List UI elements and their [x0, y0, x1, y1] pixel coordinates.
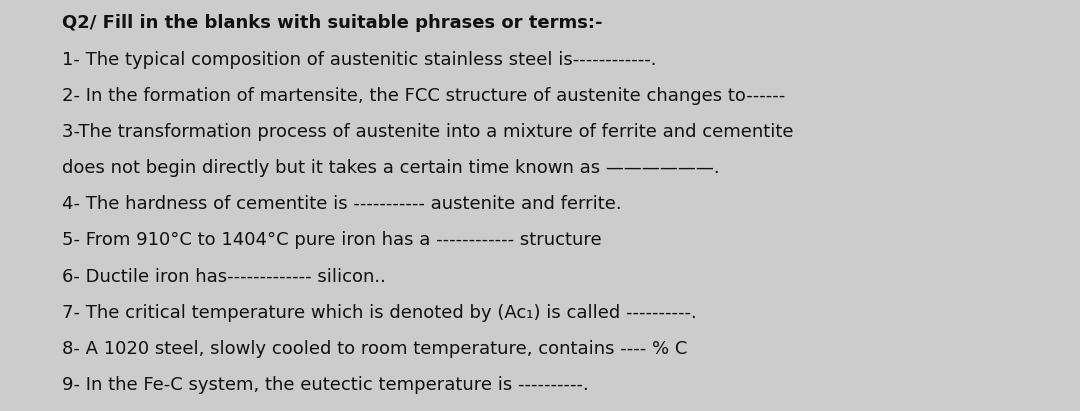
Text: 1- The typical composition of austenitic stainless steel is------------.: 1- The typical composition of austenitic… [62, 51, 656, 69]
Text: 5- From 910°C to 1404°C pure iron has a ------------ structure: 5- From 910°C to 1404°C pure iron has a … [62, 231, 602, 249]
Text: 9- In the Fe-C system, the eutectic temperature is ----------.: 9- In the Fe-C system, the eutectic temp… [62, 376, 589, 394]
Text: 6- Ductile iron has------------- silicon..: 6- Ductile iron has------------- silicon… [62, 268, 386, 286]
Text: 3-The transformation process of austenite into a mixture of ferrite and cementit: 3-The transformation process of austenit… [62, 123, 793, 141]
Text: 2- In the formation of martensite, the FCC structure of austenite changes to----: 2- In the formation of martensite, the F… [62, 87, 785, 105]
Text: 8- A 1020 steel, slowly cooled to room temperature, contains ---- % C: 8- A 1020 steel, slowly cooled to room t… [62, 340, 687, 358]
Text: Q2/ Fill in the blanks with suitable phrases or terms:-: Q2/ Fill in the blanks with suitable phr… [62, 14, 602, 32]
Text: 4- The hardness of cementite is ----------- austenite and ferrite.: 4- The hardness of cementite is --------… [62, 195, 621, 213]
Text: 7- The critical temperature which is denoted by (Ac₁) is called ----------.: 7- The critical temperature which is den… [62, 304, 697, 322]
Text: does not begin directly but it takes a certain time known as ——————.: does not begin directly but it takes a c… [62, 159, 719, 177]
